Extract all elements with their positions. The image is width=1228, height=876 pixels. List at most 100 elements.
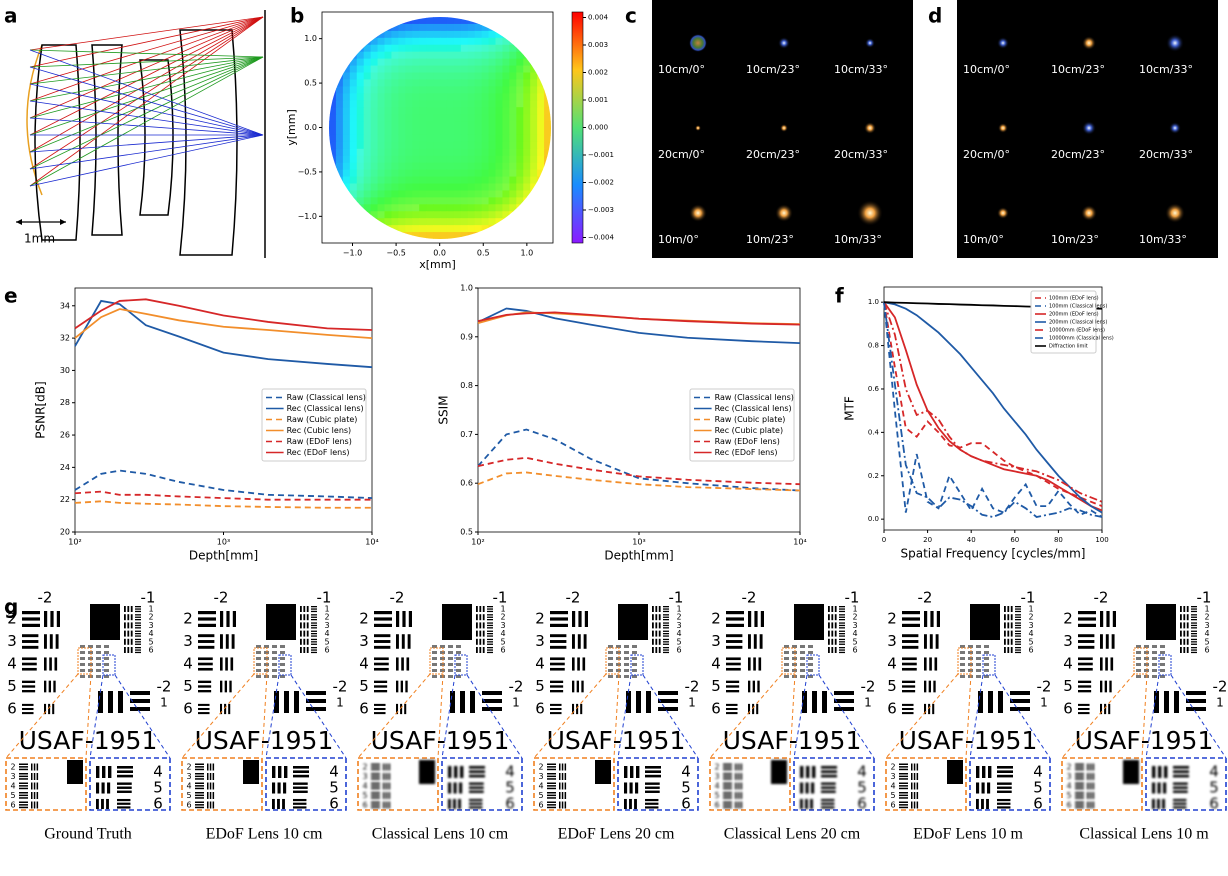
phase-cell (349, 86, 358, 94)
psf-spot (1082, 36, 1096, 50)
bar (311, 635, 317, 637)
phase-cell (530, 148, 538, 157)
bar (547, 804, 556, 806)
phase-cell (363, 204, 372, 212)
psf-label: 20cm/0° (658, 148, 705, 161)
phase-cell (453, 211, 462, 219)
bar (117, 802, 131, 805)
bar (311, 616, 317, 618)
bar (482, 638, 485, 645)
bar (127, 606, 130, 612)
bar (559, 773, 561, 780)
bar (371, 782, 380, 784)
phase-cell (474, 30, 483, 39)
phase-cell (329, 141, 337, 150)
bar (726, 645, 743, 649)
bar (48, 680, 52, 693)
phase-cell (433, 51, 441, 60)
phase-cell (460, 197, 469, 205)
bar (198, 634, 215, 638)
phase-cell (440, 176, 448, 185)
phase-cell (516, 51, 524, 60)
phase-cell (377, 51, 386, 60)
bar (1186, 647, 1189, 653)
bar (19, 797, 28, 799)
phase-cell (488, 17, 497, 25)
element-number: 5 (890, 791, 895, 800)
bar (36, 782, 39, 790)
bar (1007, 638, 1010, 645)
phase-cell (537, 176, 545, 185)
phase-cell (446, 197, 455, 205)
bar (1191, 614, 1197, 616)
bar (928, 680, 932, 693)
bar (663, 630, 669, 632)
bar (916, 782, 919, 790)
psf-spot (778, 37, 790, 49)
y-tick-label: 0.5 (460, 528, 473, 537)
element-number: 4 (852, 629, 857, 638)
bar (663, 624, 669, 627)
phase-cell (342, 190, 351, 198)
bar (655, 622, 658, 629)
zoom-box (793, 757, 875, 811)
caption: Classical Lens 10 cm (372, 826, 509, 843)
bar (1152, 766, 1156, 778)
bar (52, 703, 55, 715)
phase-cell (391, 148, 399, 157)
phase-cell (349, 44, 358, 53)
phase-cell (530, 232, 538, 239)
phase-cell (426, 79, 434, 87)
bar (1015, 649, 1021, 651)
bar (135, 606, 141, 608)
phase-cell (516, 232, 524, 239)
phase-cell (384, 86, 393, 94)
phase-cell (544, 93, 551, 101)
phase-cell (446, 204, 455, 212)
phase-cell (516, 37, 524, 46)
bar (632, 663, 637, 666)
bar (1186, 691, 1206, 695)
phase-cell (356, 58, 365, 67)
phase-cell (516, 169, 524, 178)
element-number: 6 (714, 801, 719, 810)
phase-cell (405, 37, 413, 46)
phase-cell (495, 51, 504, 60)
phase-cell (544, 100, 551, 108)
phase-cell (329, 37, 337, 46)
zoom-connector (709, 673, 783, 759)
x-tick-label: 10² (68, 538, 81, 547)
phase-cell (488, 204, 497, 212)
phase-cell (474, 218, 483, 226)
phase-cell (377, 197, 386, 205)
phase-cell (391, 114, 399, 122)
element-number: 1 (160, 696, 168, 710)
bar (1162, 798, 1165, 810)
bar (256, 651, 261, 654)
phase-cell (433, 155, 441, 164)
phase-cell (391, 218, 399, 226)
bar (1087, 773, 1089, 780)
bar (135, 641, 141, 643)
bar (981, 798, 984, 810)
element-number: 2 (362, 763, 367, 772)
bar (278, 766, 282, 778)
bar (784, 645, 789, 648)
phase-cell (391, 225, 399, 233)
bar (22, 617, 40, 621)
element-number: 3 (1204, 621, 1209, 630)
bar (1015, 643, 1021, 645)
group-number: -1 (317, 589, 332, 607)
bar (663, 638, 669, 641)
series-line (883, 301, 1103, 512)
phase-cell (335, 169, 344, 178)
bar (1100, 680, 1103, 693)
bar (1089, 801, 1092, 809)
phase-cell (405, 225, 413, 233)
element-number: 2 (535, 610, 545, 628)
phase-cell (488, 232, 497, 239)
element-number: 6 (535, 700, 545, 718)
bar (195, 787, 204, 790)
phase-cell (481, 204, 490, 212)
bar (899, 775, 908, 778)
